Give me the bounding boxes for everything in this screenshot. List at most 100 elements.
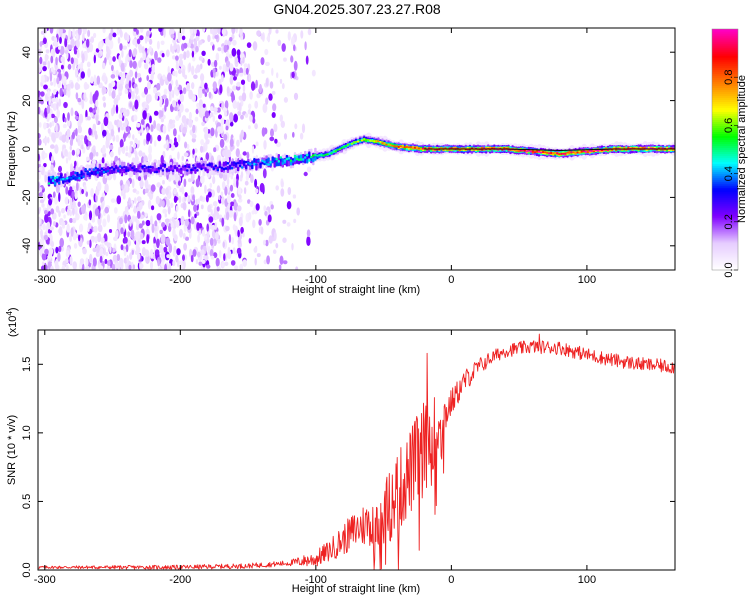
- noise-speck: [200, 175, 205, 184]
- colorbar-strip: [712, 239, 738, 243]
- noise-speck: [138, 150, 143, 157]
- noise-speck: [247, 109, 252, 115]
- noise-speck: [248, 103, 252, 110]
- noise-speck: [84, 83, 90, 90]
- noise-speck: [303, 171, 308, 177]
- noise-speck: [293, 92, 299, 101]
- noise-speck: [133, 114, 138, 122]
- colorbar-strip: [712, 197, 738, 201]
- ridge-cell: [212, 167, 215, 170]
- noise-speck: [171, 176, 176, 181]
- noise-speck: [122, 192, 126, 200]
- noise-speck: [168, 139, 173, 145]
- noise-speck: [95, 193, 98, 203]
- colorbar-frame: [711, 28, 739, 271]
- noise-speck: [220, 124, 224, 134]
- ridge-cell: [123, 168, 126, 174]
- ridge-cell: [102, 170, 106, 174]
- ridge-cell: [190, 168, 193, 172]
- noise-speck: [104, 241, 109, 246]
- noise-speck: [197, 251, 201, 258]
- ridge-cell: [342, 146, 345, 148]
- noise-speck: [263, 259, 267, 265]
- noise-speck: [87, 68, 91, 78]
- ridge-cell: [121, 166, 124, 170]
- noise-speck: [233, 212, 237, 222]
- ridge-cell: [251, 164, 254, 170]
- noise-speck: [162, 179, 165, 185]
- noise-speck: [184, 192, 188, 198]
- noise-speck: [86, 38, 90, 48]
- noise-speck: [238, 102, 242, 113]
- noise-speck: [227, 246, 231, 254]
- colorbar-strip: [712, 99, 738, 102]
- noise-speck: [41, 235, 45, 241]
- noise-speck: [51, 120, 55, 127]
- noise-speck: [53, 221, 56, 227]
- ridge-cell: [60, 178, 63, 181]
- noise-speck: [172, 38, 177, 44]
- noise-speck: [58, 245, 62, 253]
- noise-speck: [287, 187, 292, 195]
- ridge-cell: [308, 152, 311, 158]
- ridge-cell: [285, 159, 289, 167]
- noise-speck: [71, 131, 75, 140]
- colorbar-strip: [712, 155, 738, 159]
- noise-speck: [173, 195, 178, 203]
- noise-speck: [40, 30, 46, 35]
- noise-speck: [162, 124, 167, 134]
- ridge-cell: [350, 142, 354, 145]
- noise-speck: [106, 214, 111, 223]
- y-tick-label: 0.5: [21, 494, 33, 509]
- noise-speck: [212, 115, 216, 123]
- noise-speck: [206, 223, 209, 232]
- noise-speck: [96, 75, 101, 85]
- noise-speck: [197, 198, 201, 205]
- noise-speck: [38, 216, 42, 226]
- noise-speck: [221, 261, 226, 268]
- ridge-cell: [108, 167, 112, 170]
- noise-speck: [216, 185, 221, 194]
- noise-speck: [212, 213, 216, 219]
- noise-speck: [246, 151, 250, 160]
- noise-speck: [69, 218, 73, 223]
- noise-speck: [168, 243, 173, 254]
- noise-speck: [155, 195, 160, 205]
- noise-speck: [65, 157, 69, 164]
- colorbar-strip: [712, 133, 738, 137]
- ridge-cell: [178, 164, 181, 168]
- noise-speck: [172, 70, 177, 77]
- noise-speck: [232, 100, 238, 109]
- ridge-cell: [131, 166, 134, 170]
- noise-speck: [307, 28, 312, 36]
- noise-speck: [202, 28, 206, 33]
- noise-speck: [291, 71, 295, 79]
- ridge-cell: [336, 148, 339, 151]
- noise-speck: [305, 55, 309, 65]
- noise-speck: [55, 205, 60, 213]
- noise-speck: [177, 134, 181, 143]
- noise-speck: [274, 138, 278, 144]
- ridge-cell: [49, 176, 53, 179]
- ridge-cell: [196, 169, 199, 172]
- noise-speck: [69, 197, 73, 206]
- noise-speck: [48, 96, 51, 106]
- ridge-cell: [297, 158, 301, 162]
- noise-speck: [175, 55, 179, 61]
- noise-speck: [153, 120, 157, 130]
- ridge-cell: [51, 179, 55, 182]
- ridge-cell: [220, 166, 223, 170]
- noise-speck: [74, 110, 78, 116]
- noise-speck: [128, 197, 131, 206]
- noise-speck: [67, 63, 72, 70]
- noise-speck: [102, 28, 106, 34]
- noise-speck: [195, 259, 199, 265]
- noise-speck: [146, 81, 152, 90]
- noise-speck: [171, 216, 176, 223]
- noise-speck: [90, 188, 94, 198]
- colorbar-strip: [712, 51, 738, 54]
- ridge-cell: [413, 146, 417, 149]
- noise-speck: [275, 242, 279, 249]
- noise-speck: [123, 187, 127, 195]
- noise-speck: [258, 219, 262, 226]
